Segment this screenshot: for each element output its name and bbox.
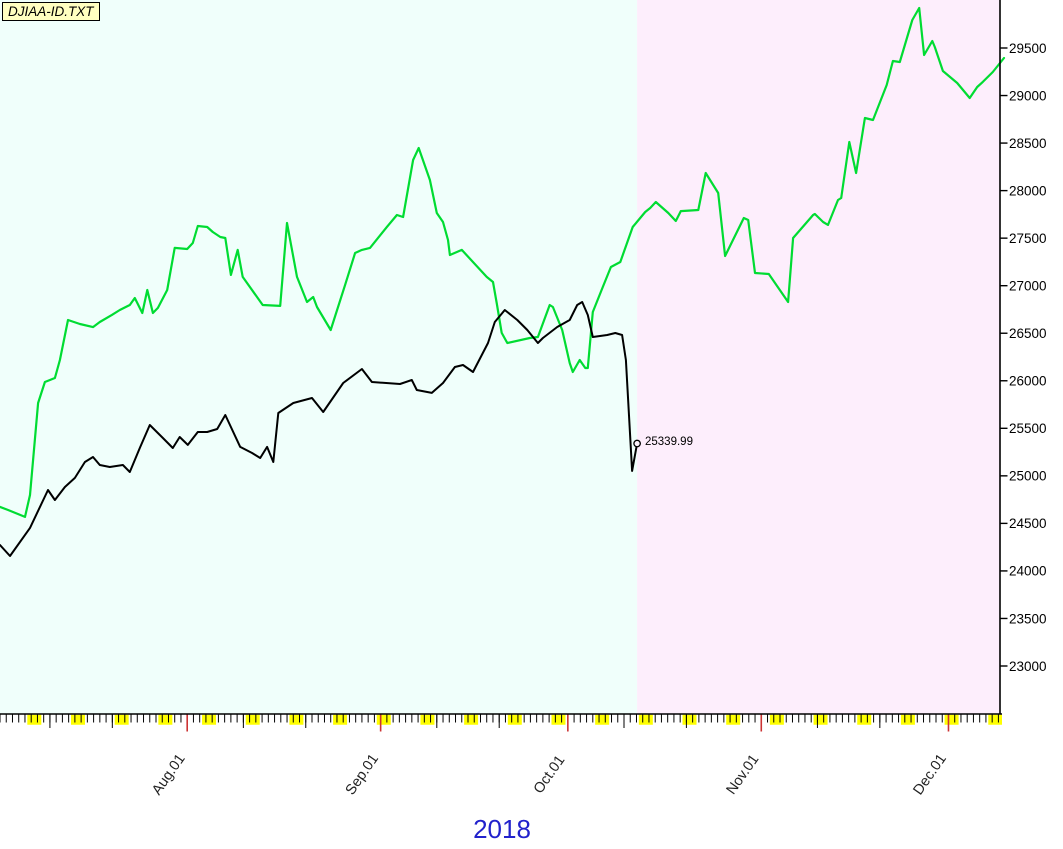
y-tick-label: 23500 bbox=[1009, 611, 1047, 626]
past-region bbox=[0, 0, 638, 714]
weekend-highlight bbox=[944, 714, 959, 725]
weekend-highlight bbox=[202, 714, 217, 725]
month-tick-label: Aug.01 bbox=[149, 751, 188, 798]
y-tick-label: 29500 bbox=[1009, 41, 1047, 56]
last-price-marker bbox=[633, 439, 641, 448]
y-tick-label: 24000 bbox=[1009, 564, 1047, 579]
y-tick-label: 23000 bbox=[1009, 659, 1047, 674]
weekend-highlight bbox=[638, 714, 653, 725]
y-tick-label: 26000 bbox=[1009, 374, 1047, 389]
weekend-highlight bbox=[420, 714, 435, 725]
weekend-highlight bbox=[769, 714, 784, 725]
weekend-highlight bbox=[71, 714, 85, 725]
year-label: 2018 bbox=[473, 814, 531, 844]
weekend-highlight bbox=[595, 714, 610, 725]
weekend-highlight bbox=[900, 714, 915, 725]
weekend-highlight bbox=[813, 714, 828, 725]
y-tick-label: 27500 bbox=[1009, 231, 1047, 246]
weekend-highlight bbox=[988, 714, 1002, 725]
weekend-highlight bbox=[245, 714, 260, 725]
weekend-highlight bbox=[464, 714, 479, 725]
y-tick-label: 28000 bbox=[1009, 183, 1047, 198]
month-tick-label: Sep.01 bbox=[343, 751, 382, 798]
symbol-title-label: DJIAA-ID.TXT bbox=[8, 4, 94, 19]
month-tick-label: Oct.01 bbox=[531, 753, 569, 797]
future-region bbox=[637, 0, 1000, 714]
weekend-highlight bbox=[376, 714, 391, 725]
weekend-highlight bbox=[726, 714, 741, 725]
weekend-highlight bbox=[682, 714, 697, 725]
weekend-highlight bbox=[507, 714, 522, 725]
black-price-line[interactable] bbox=[0, 301, 639, 557]
y-tick-label: 28500 bbox=[1009, 136, 1047, 151]
y-tick-label: 27000 bbox=[1009, 278, 1047, 293]
month-tick-label: Nov.01 bbox=[724, 752, 763, 798]
weekend-highlight bbox=[114, 714, 129, 725]
month-tick-label: Dec.01 bbox=[910, 751, 949, 798]
weekend-highlight bbox=[289, 714, 304, 725]
last-price-label: 25339.99 bbox=[645, 436, 693, 448]
weekend-highlight bbox=[857, 714, 872, 725]
y-tick-label: 25000 bbox=[1009, 469, 1047, 484]
symbol-title-box[interactable]: DJIAA-ID.TXT bbox=[2, 2, 100, 21]
weekend-highlight bbox=[27, 714, 42, 725]
weekend-highlight bbox=[333, 714, 348, 725]
weekend-highlight bbox=[551, 714, 566, 725]
y-tick-label: 25500 bbox=[1009, 421, 1047, 436]
y-tick-label: 26500 bbox=[1009, 326, 1047, 341]
y-tick-label: 24500 bbox=[1009, 516, 1047, 531]
weekend-highlight bbox=[158, 714, 173, 725]
y-tick-label: 29000 bbox=[1009, 88, 1047, 103]
